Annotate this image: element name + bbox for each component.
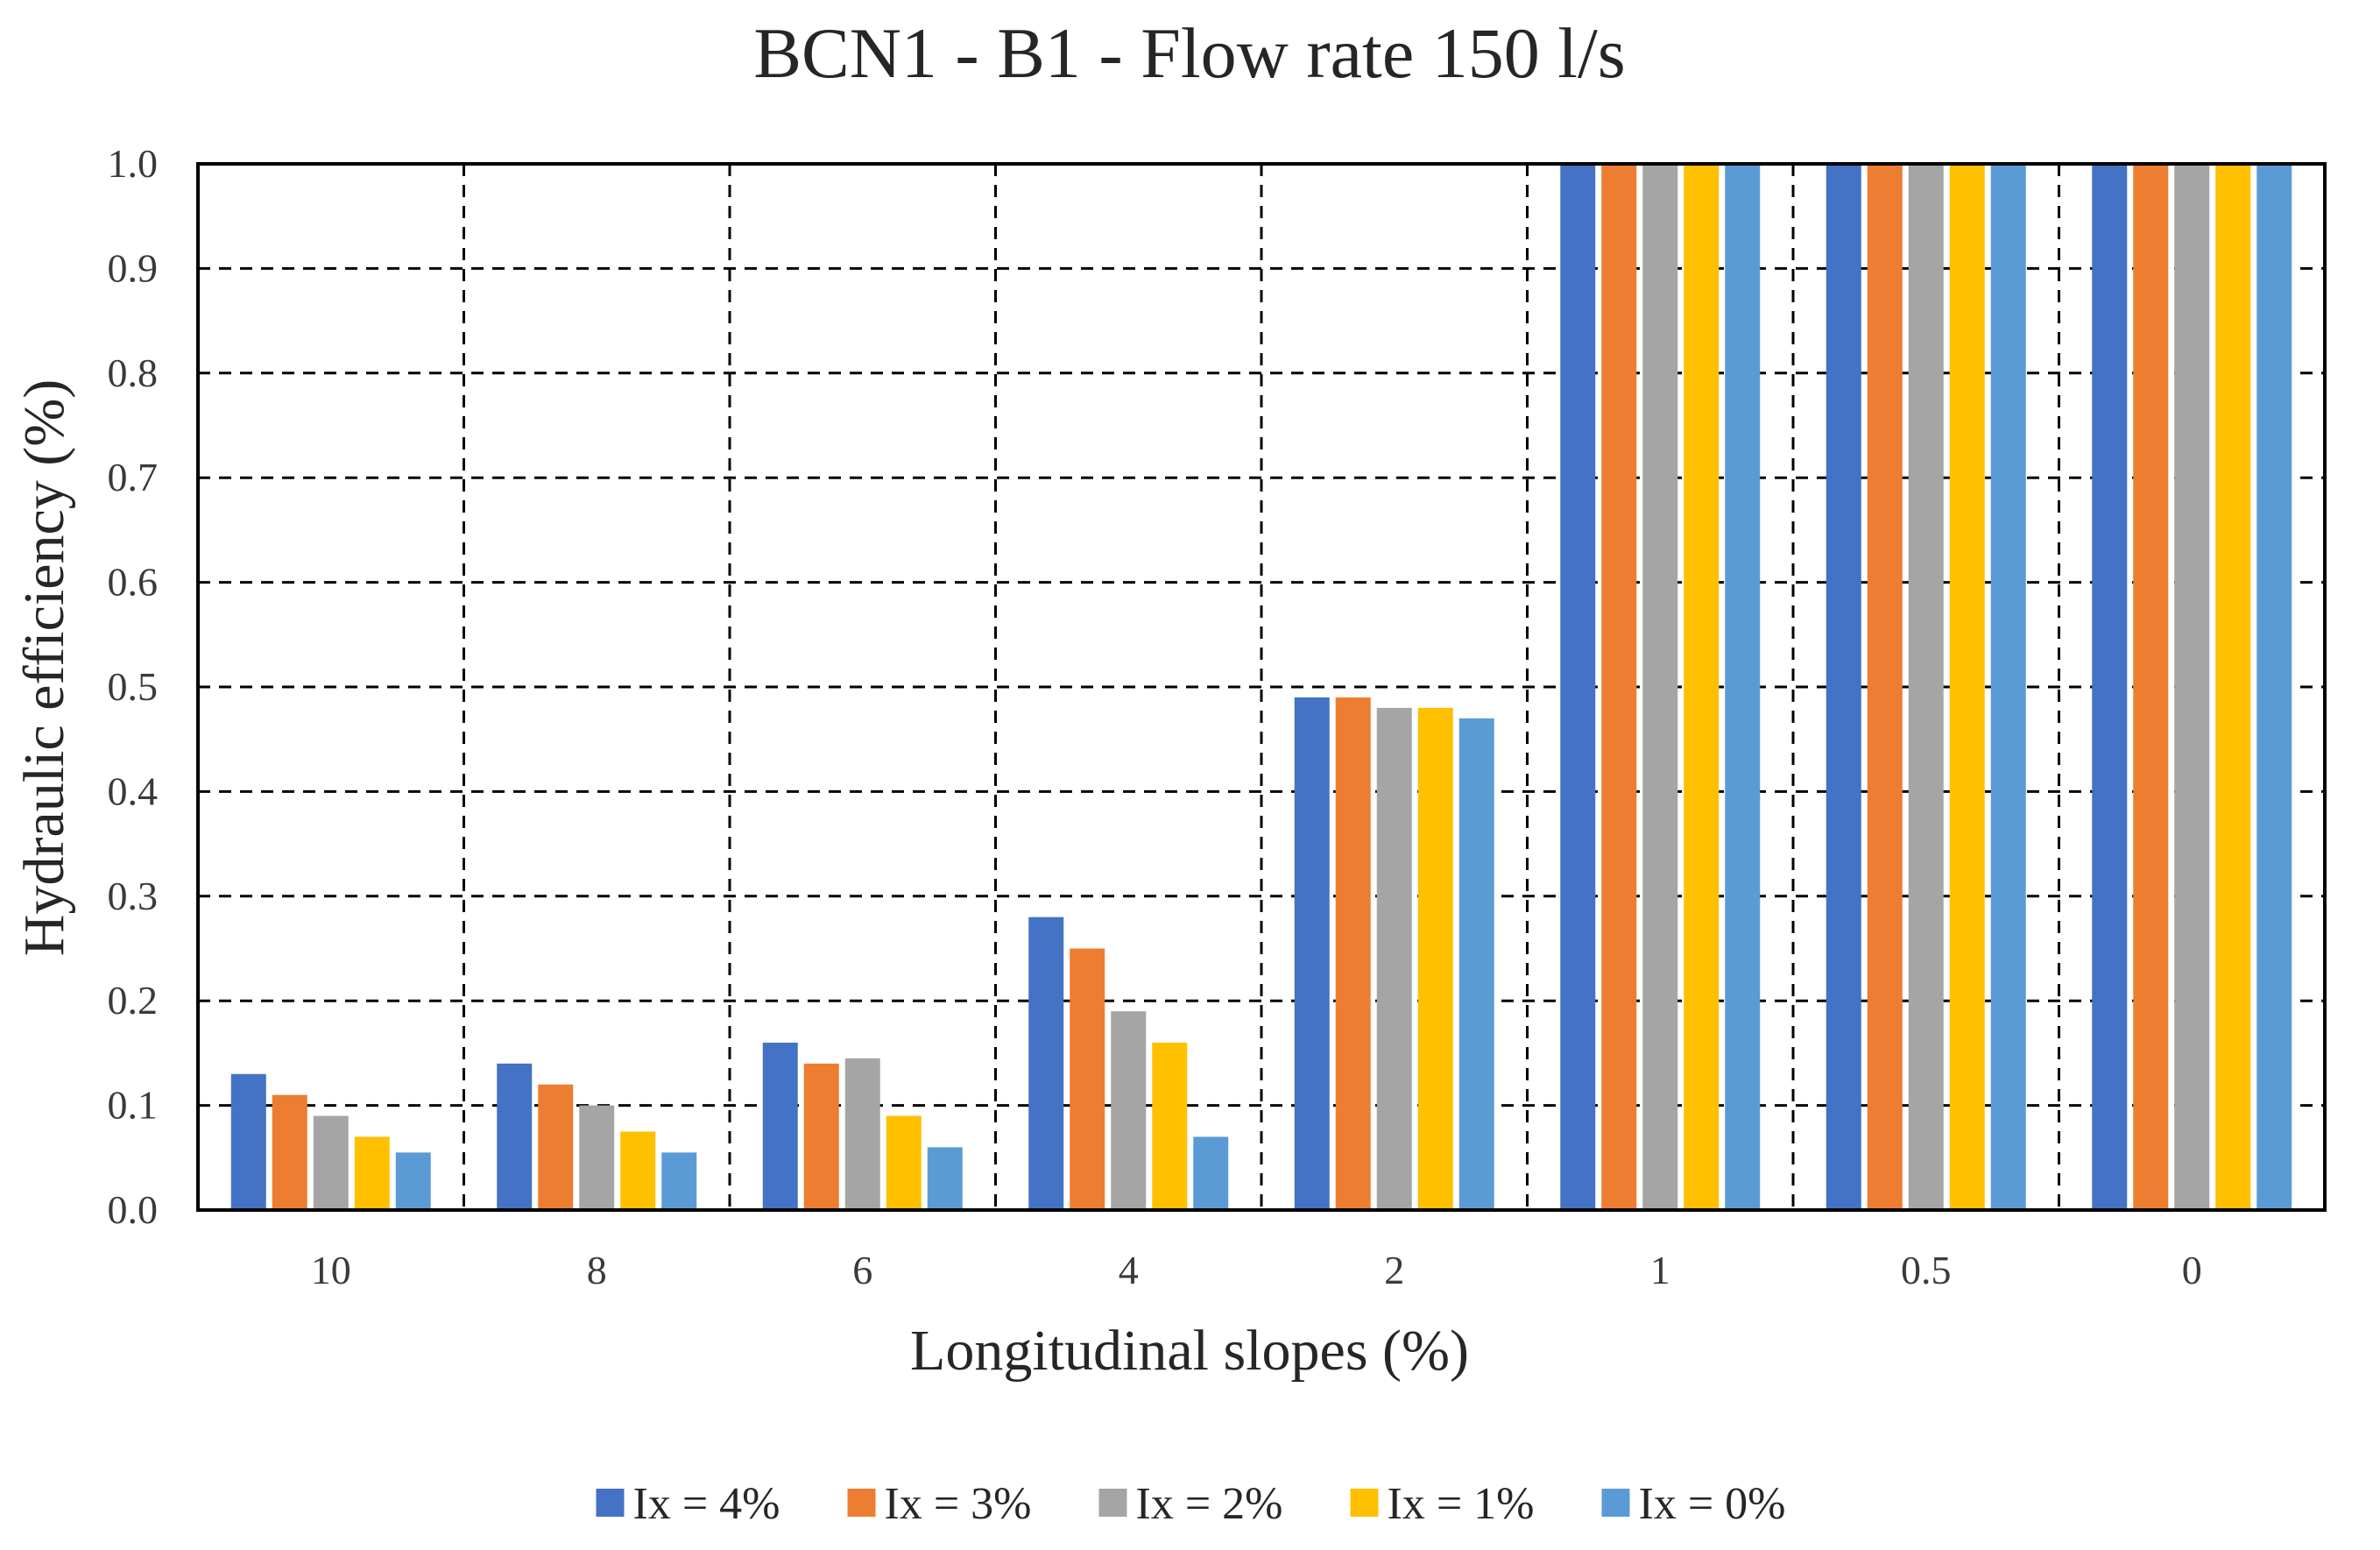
bar — [538, 1084, 574, 1210]
bar — [272, 1094, 307, 1210]
bar — [620, 1131, 656, 1210]
x-tick-label: 8 — [587, 1248, 607, 1292]
legend-label: Ix = 2% — [1136, 1479, 1283, 1529]
bar — [230, 1073, 266, 1210]
legend: Ix = 4% Ix = 3% Ix = 2% Ix = 1% Ix = 0% — [596, 1479, 1786, 1529]
bar — [2092, 164, 2128, 1210]
bar — [2133, 164, 2169, 1210]
x-axis-label: Longitudinal slopes (%) — [910, 1319, 1469, 1383]
bar — [579, 1105, 615, 1210]
y-tick-label: 0.7 — [108, 455, 159, 499]
bar — [1642, 164, 1678, 1210]
bar — [927, 1147, 963, 1210]
bars — [230, 164, 2292, 1210]
bar — [1070, 948, 1105, 1210]
bar — [1990, 164, 2026, 1210]
legend-swatch — [1350, 1489, 1379, 1517]
x-tick-label: 10 — [311, 1248, 351, 1292]
legend-label: Ix = 4% — [633, 1479, 780, 1529]
y-tick-label: 0.8 — [108, 350, 159, 395]
bar — [1458, 718, 1494, 1210]
bar — [1725, 164, 1761, 1210]
legend-swatch — [596, 1489, 625, 1517]
bar — [1376, 707, 1412, 1210]
bar — [1826, 164, 1861, 1210]
bar — [354, 1136, 390, 1210]
y-tick-label: 0.2 — [108, 978, 159, 1023]
bar — [1949, 164, 1985, 1210]
bar — [1294, 697, 1330, 1210]
y-tick-label: 0.9 — [108, 245, 159, 290]
legend-label: Ix = 0% — [1639, 1479, 1786, 1529]
bar — [313, 1115, 349, 1210]
bar — [803, 1063, 839, 1210]
bar — [1028, 917, 1064, 1210]
bar — [2256, 164, 2292, 1210]
x-tick-label: 0 — [2182, 1248, 2202, 1292]
bar — [1417, 707, 1453, 1210]
bar — [886, 1115, 922, 1210]
x-tick-label: 4 — [1119, 1248, 1139, 1292]
y-tick-label: 0.1 — [108, 1083, 159, 1128]
bar — [661, 1152, 697, 1210]
bar — [395, 1152, 431, 1210]
bar — [2174, 164, 2210, 1210]
bar — [844, 1058, 880, 1210]
y-tick-label: 1.0 — [108, 141, 159, 186]
bar — [1867, 164, 1903, 1210]
bar — [1111, 1011, 1147, 1210]
legend-swatch — [1601, 1489, 1630, 1517]
x-tick-label: 1 — [1650, 1248, 1670, 1292]
y-tick-labels: 0.0 0.1 0.2 0.3 0.4 0.5 0.6 0.7 0.8 0.9 1.0 — [108, 141, 159, 1232]
chart-title: BCN1 - B1 - Flow rate 150 l/s — [753, 13, 1625, 93]
legend-label: Ix = 3% — [885, 1479, 1032, 1529]
y-tick-label: 0.5 — [108, 664, 159, 709]
bar — [1560, 164, 1596, 1210]
bar — [1193, 1136, 1229, 1210]
y-tick-label: 0.4 — [108, 768, 159, 813]
y-tick-label: 0.0 — [108, 1187, 159, 1232]
y-tick-label: 0.6 — [108, 560, 159, 605]
x-tick-labels: 10 8 6 4 2 1 0.5 0 — [311, 1248, 2202, 1292]
y-axis-label: Hydraulic efficiency (%) — [12, 379, 76, 956]
bar — [1601, 164, 1637, 1210]
legend-swatch — [1098, 1489, 1127, 1517]
plot-area-frame — [196, 162, 2327, 1212]
x-tick-label: 2 — [1384, 1248, 1404, 1292]
bar — [1152, 1042, 1188, 1210]
bar — [762, 1042, 798, 1210]
bar — [1335, 697, 1371, 1210]
bar — [497, 1063, 533, 1210]
y-tick-label: 0.3 — [108, 874, 159, 918]
bar — [1908, 164, 1944, 1210]
x-tick-label: 6 — [852, 1248, 872, 1292]
x-tick-label: 0.5 — [1901, 1248, 1952, 1292]
bar — [2215, 164, 2251, 1210]
bar — [1684, 164, 1720, 1210]
legend-label: Ix = 1% — [1388, 1479, 1535, 1529]
legend-swatch — [847, 1489, 876, 1517]
